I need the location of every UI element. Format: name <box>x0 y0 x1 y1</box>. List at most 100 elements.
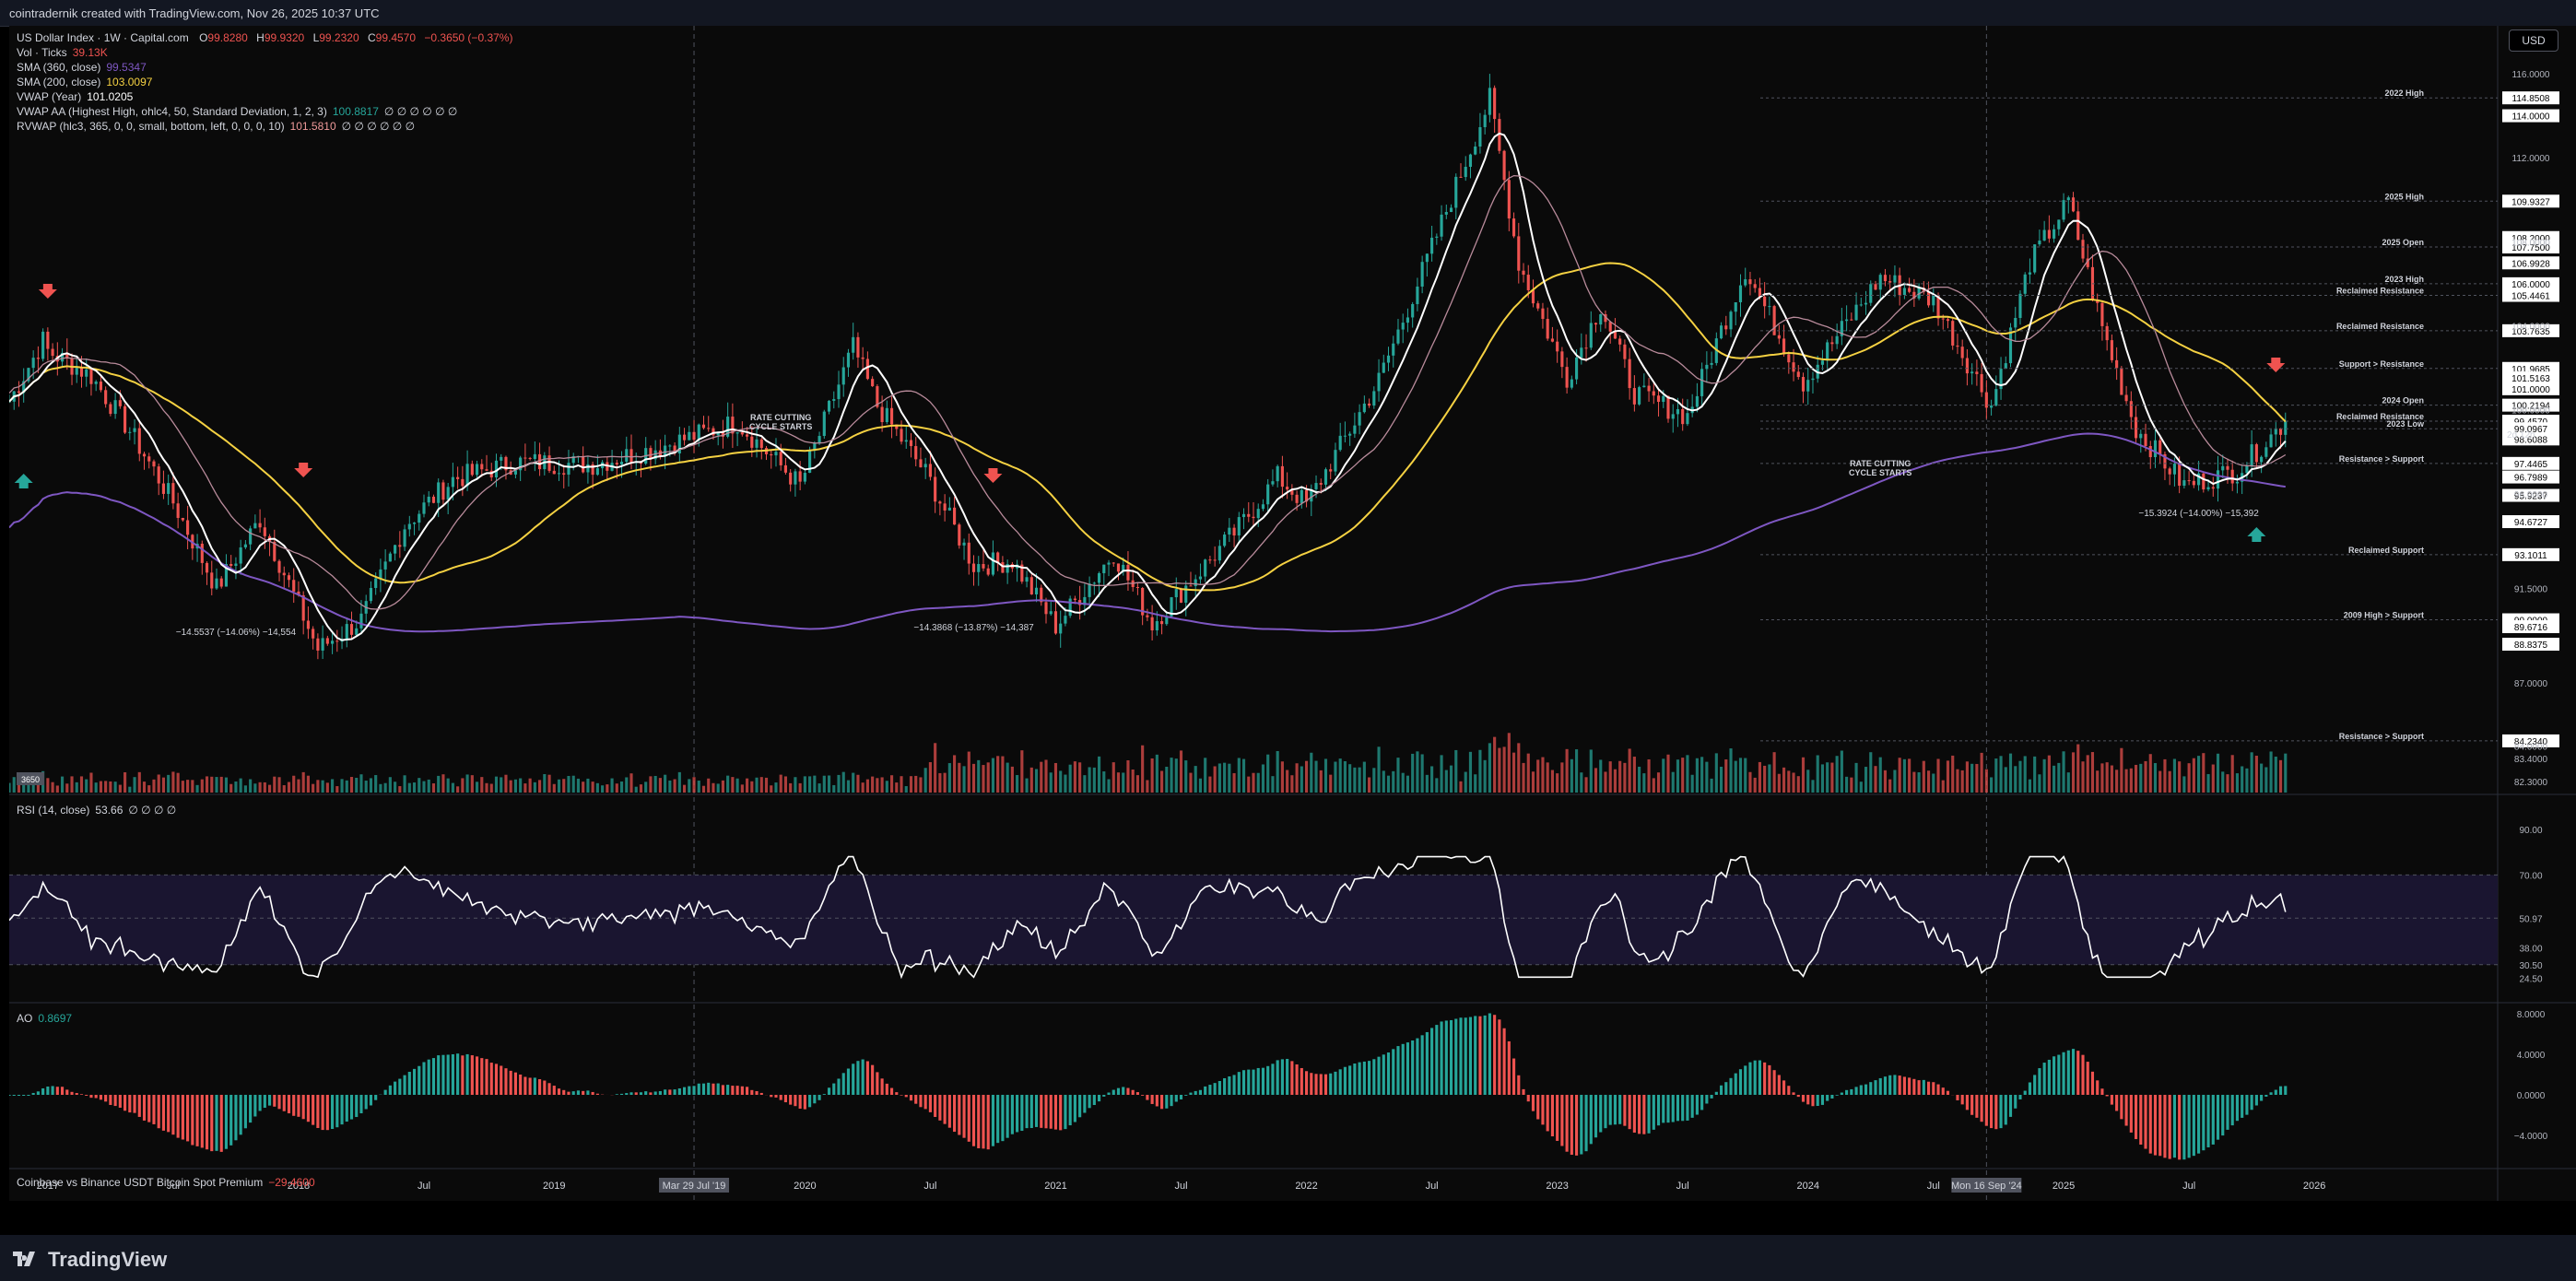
ao-bar <box>1676 1095 1680 1122</box>
volume-bar <box>856 774 860 793</box>
ao-bar <box>982 1095 985 1149</box>
candle <box>1990 405 1994 408</box>
candle <box>312 629 315 639</box>
ao-bar <box>1546 1095 1549 1132</box>
candle <box>1122 564 1125 572</box>
ao-bar <box>625 1093 629 1095</box>
price-tag: 93.1011 <box>2514 551 2547 561</box>
candle <box>914 446 918 460</box>
candle <box>1719 325 1723 339</box>
volume-bar <box>947 763 951 793</box>
candle <box>1160 621 1164 625</box>
candle <box>928 464 932 477</box>
ao-bar <box>586 1090 590 1095</box>
ao-bar <box>2057 1054 2061 1095</box>
candle <box>513 470 517 475</box>
ao-bar <box>1122 1087 1125 1095</box>
ao-bar <box>755 1090 759 1095</box>
volume-bar <box>953 755 957 793</box>
volume-bar <box>576 778 581 793</box>
volume-bar <box>1194 766 1197 793</box>
ao-bar <box>977 1095 981 1148</box>
volume-bar <box>243 785 247 793</box>
candle <box>1474 147 1477 155</box>
ao-bar <box>1194 1090 1197 1095</box>
annotation-label: RATE CUTTING <box>750 413 811 422</box>
volume-bar <box>1217 763 1221 793</box>
ao-bar <box>1748 1062 1752 1095</box>
ao-bar <box>1126 1087 1130 1095</box>
volume-bar <box>1425 774 1429 793</box>
candle <box>171 483 175 504</box>
volume-bar <box>808 776 812 793</box>
candle <box>629 449 633 464</box>
ao-bar <box>1613 1095 1617 1125</box>
candle <box>1135 587 1139 589</box>
volume-bar <box>418 778 421 793</box>
ao-bar <box>1454 1018 1458 1095</box>
ao-bar <box>1112 1089 1115 1095</box>
volume-bar <box>1874 766 1877 793</box>
candle <box>176 503 180 518</box>
candle <box>852 336 855 353</box>
tradingview-logo[interactable]: TradingView <box>13 1248 167 1272</box>
volume-bar <box>494 776 499 793</box>
ao-bar <box>1295 1064 1299 1095</box>
ao-bar <box>1217 1080 1221 1095</box>
price-tag-bg <box>2502 276 2559 290</box>
candle <box>118 400 122 406</box>
ao-bar <box>707 1082 711 1095</box>
ao-bar <box>861 1059 865 1095</box>
ao-bar <box>1608 1095 1612 1125</box>
candle <box>2124 394 2128 402</box>
candle <box>1835 335 1839 345</box>
volume-bar <box>770 785 773 793</box>
legend-symbol[interactable]: US Dollar Index · 1W · Capital.com <box>17 31 189 44</box>
ao-bar <box>161 1095 166 1131</box>
volume-bar <box>885 781 888 793</box>
price-tag-bg <box>2502 323 2559 337</box>
price-tag: 114.0000 <box>2512 112 2550 123</box>
ao-bar <box>427 1059 430 1095</box>
candle <box>292 580 296 592</box>
ao-bar <box>2197 1095 2201 1154</box>
candle <box>2284 421 2288 435</box>
ao-bar <box>243 1095 247 1129</box>
volume-bar <box>2110 765 2113 793</box>
volume-bar <box>1792 772 1795 793</box>
candle <box>2269 434 2273 448</box>
ao-bar <box>841 1073 845 1095</box>
ao-bar <box>1059 1095 1063 1131</box>
volume-bar <box>619 782 624 793</box>
candle <box>1310 488 1313 502</box>
ao-bar <box>2245 1095 2249 1115</box>
candle <box>1926 291 1931 306</box>
candle <box>552 470 556 475</box>
ao-bar <box>2110 1095 2113 1105</box>
ao-bar <box>403 1075 406 1095</box>
sell-arrow-icon <box>983 468 1003 483</box>
ao-bar <box>388 1085 392 1095</box>
x-axis-tick: Mar 29 Jul '19 <box>663 1181 726 1192</box>
ao-bar <box>639 1092 643 1095</box>
candle <box>1213 559 1217 561</box>
ao-bar <box>552 1086 556 1095</box>
ao-bar <box>1348 1065 1352 1095</box>
candle <box>1271 481 1275 485</box>
ao-bar <box>89 1095 93 1099</box>
candle <box>1681 409 1685 425</box>
candle <box>1830 342 1834 345</box>
currency-button[interactable]: USD <box>2509 29 2558 52</box>
candle <box>1179 589 1183 603</box>
volume-bar <box>1926 770 1931 793</box>
candle <box>1638 387 1641 405</box>
ao-bar <box>1946 1090 1950 1095</box>
candle <box>249 528 253 545</box>
volume-bar <box>2081 761 2085 793</box>
ao-bar <box>41 1087 45 1095</box>
chart-area[interactable]: 2022 High 114.8508 114.0000 2025 High 109.93… <box>9 26 2576 1201</box>
ao-bar <box>567 1091 570 1095</box>
candle <box>547 455 551 471</box>
candle <box>494 460 499 478</box>
